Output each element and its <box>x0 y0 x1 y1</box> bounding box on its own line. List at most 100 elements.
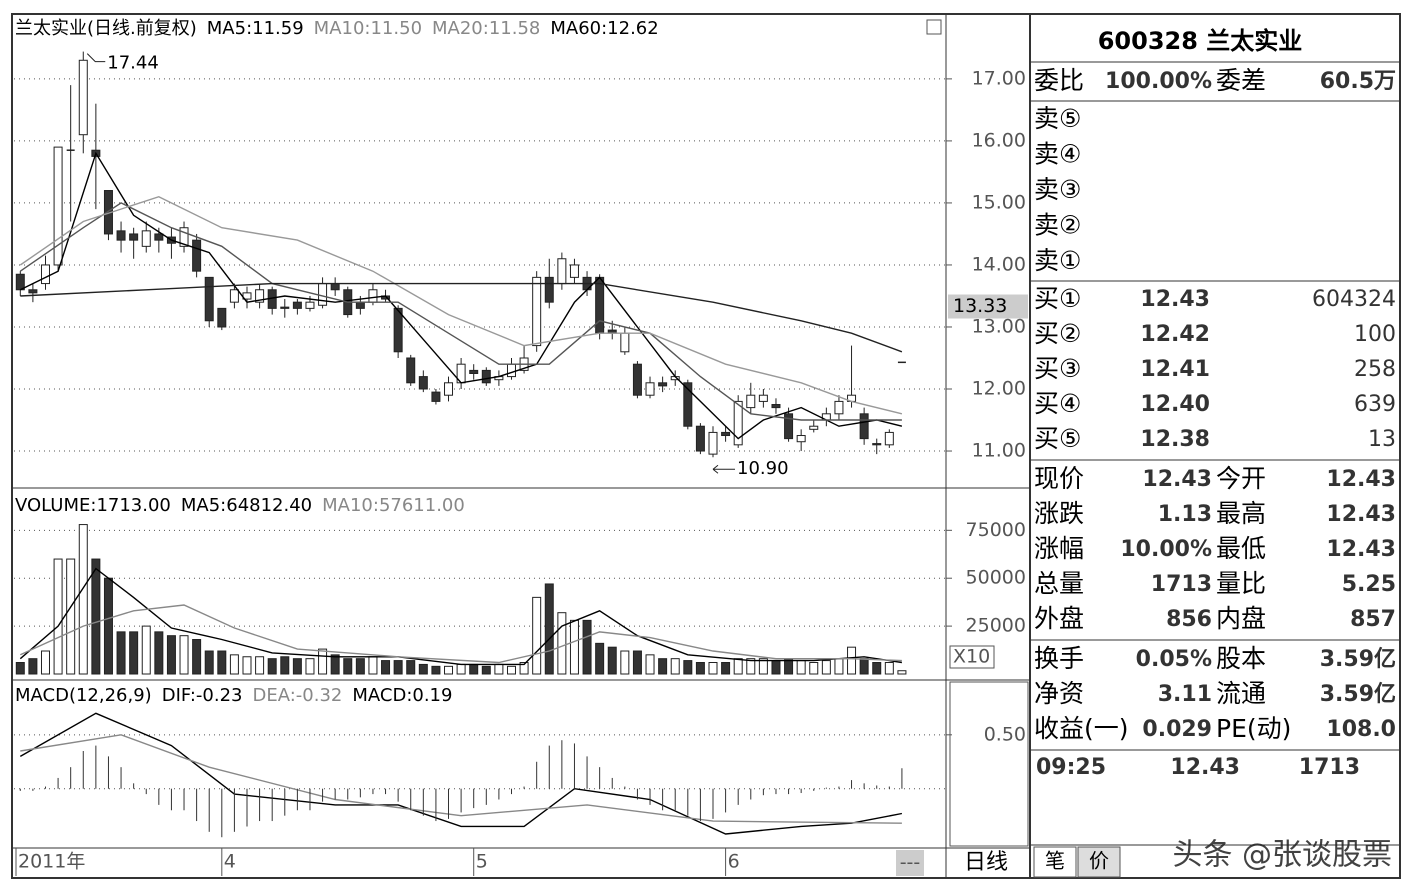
quote-label: PE(动) <box>1216 714 1291 743</box>
window-icon[interactable] <box>926 19 942 35</box>
candle-body <box>355 301 365 309</box>
axis-note: X10 <box>953 646 990 668</box>
quote-label: 外盘 <box>1034 604 1084 633</box>
line <box>19 195 903 415</box>
quote-value: 108.0 <box>1326 717 1396 742</box>
candle-body <box>771 404 781 409</box>
x-tick-label: 4 <box>224 851 236 873</box>
volume-bar <box>91 558 101 675</box>
quote-label: 换手 <box>1034 644 1084 673</box>
candle-body <box>78 59 88 136</box>
volume-bar <box>192 639 202 675</box>
quote-value: 0.05% <box>1136 647 1212 672</box>
period-label[interactable]: 日线 <box>964 850 1008 875</box>
candle-body <box>733 400 743 446</box>
quote-value: 5.25 <box>1342 572 1396 597</box>
volume-bar <box>481 665 491 675</box>
candle-body <box>746 394 756 409</box>
line <box>19 712 903 835</box>
candle-body <box>658 382 668 387</box>
y-tick-label: 13.00 <box>972 315 1026 337</box>
candle-body <box>431 391 441 402</box>
candle-body <box>129 233 139 241</box>
candle-body <box>280 306 290 309</box>
volume-bar <box>444 665 454 675</box>
y-tick-label: 50000 <box>966 567 1026 589</box>
volume-bar <box>255 656 265 675</box>
volume-bar <box>40 650 50 675</box>
volume-bar <box>368 656 378 675</box>
volume-bar <box>456 663 466 675</box>
quote-label: 现价 <box>1034 464 1084 493</box>
volume-bar <box>506 665 516 675</box>
tab-label[interactable]: 笔 <box>1045 849 1065 873</box>
candle-body <box>569 264 579 278</box>
volume-bar <box>821 660 831 675</box>
scroll-box[interactable] <box>896 850 924 876</box>
legend-item: MA5:64812.40 <box>181 495 312 516</box>
axis-note-box <box>949 645 995 669</box>
volume-bar <box>103 577 113 675</box>
candle-body <box>305 301 315 309</box>
volume-bar <box>557 612 567 675</box>
y-tick-label: 11.00 <box>972 440 1026 462</box>
tick-volume: 1713 <box>1299 755 1360 780</box>
volume-bar <box>721 662 731 675</box>
quote-value: 3.59亿 <box>1320 647 1396 672</box>
candle-body <box>406 357 416 384</box>
candle-body <box>15 273 25 291</box>
bid-volume: 639 <box>1354 392 1396 417</box>
legend-item: DIF:-0.23 <box>162 685 243 706</box>
quote-value: 12.43 <box>1142 467 1212 492</box>
candle-body <box>683 382 693 427</box>
quote-label: 收益(一) <box>1034 714 1129 743</box>
tab[interactable] <box>1077 846 1121 878</box>
tab-label[interactable]: 价 <box>1089 849 1109 873</box>
volume-bar <box>758 658 768 675</box>
quote-label: 委比 <box>1034 66 1084 95</box>
quote-value: 3.11 <box>1158 682 1212 707</box>
bid-price: 12.38 <box>1140 427 1210 452</box>
candle-body <box>229 289 239 303</box>
volume-bar <box>897 670 907 675</box>
volume-bar <box>280 656 290 675</box>
volume-bar <box>544 583 554 675</box>
bid-label: 买④ <box>1034 389 1081 418</box>
volume-bar <box>406 660 416 675</box>
volume-bar <box>494 663 504 675</box>
volume-bar <box>683 660 693 675</box>
bid-price: 12.43 <box>1140 287 1210 312</box>
tab[interactable] <box>1033 846 1077 878</box>
line <box>19 567 903 666</box>
candle-body <box>784 413 794 440</box>
scroll-label[interactable]: --- <box>900 852 921 874</box>
quote-value: 856 <box>1166 607 1212 632</box>
bid-label: 买② <box>1034 319 1081 348</box>
quote-value: 12.43 <box>1326 502 1396 527</box>
volume-bar <box>15 662 25 675</box>
candle-body <box>695 425 705 452</box>
candle-body <box>418 376 428 390</box>
candle-body <box>595 276 605 334</box>
candle-body <box>179 227 189 247</box>
quote-label: 总量 <box>1034 569 1084 598</box>
y-tick-label: 12.00 <box>972 378 1026 400</box>
volume-bar <box>569 619 579 675</box>
volume-bar <box>519 662 529 675</box>
candle-body <box>884 431 894 446</box>
volume-bar <box>393 660 403 675</box>
candle-body <box>318 283 328 306</box>
bid-price: 12.40 <box>1140 392 1210 417</box>
y-tick-label: 14.00 <box>972 253 1026 275</box>
ask-label: 卖① <box>1034 246 1081 275</box>
candle-body <box>255 289 265 303</box>
legend-item: MA20:11.58 <box>432 18 540 39</box>
volume-bar <box>431 665 441 675</box>
quote-label: 内盘 <box>1216 604 1266 633</box>
volume-bar <box>746 658 756 675</box>
y-tick-label: 17.00 <box>972 67 1026 89</box>
line <box>20 734 902 824</box>
volume-bar <box>847 646 857 675</box>
